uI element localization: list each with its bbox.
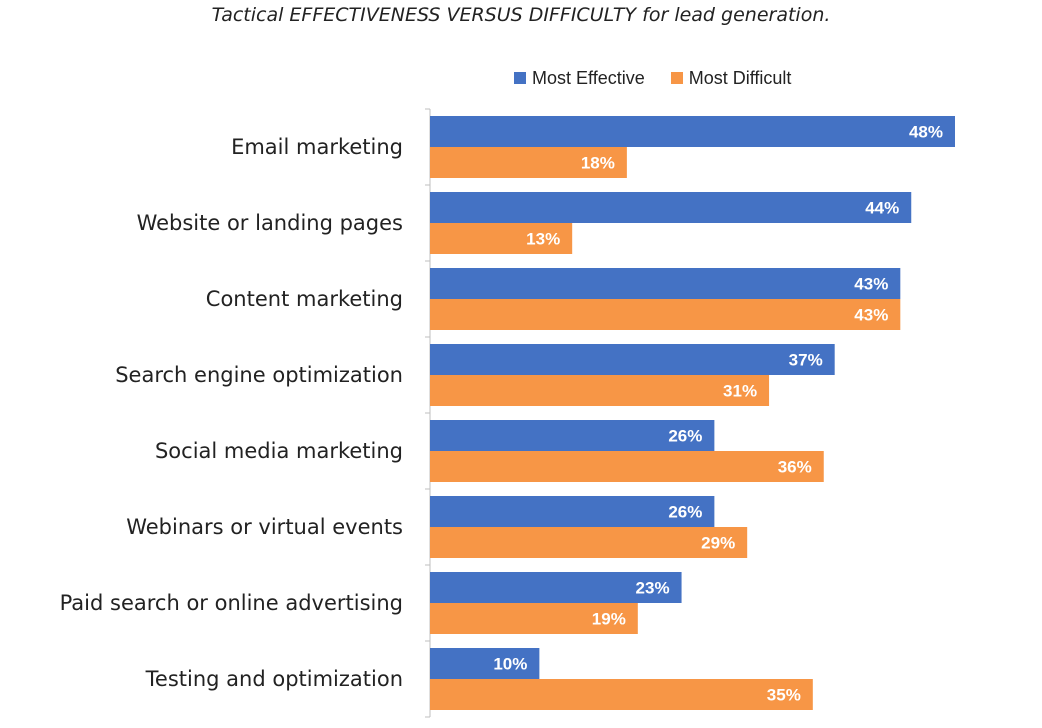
data-label: 43%	[854, 306, 888, 325]
data-label: 18%	[581, 154, 615, 173]
data-label: 48%	[909, 123, 943, 142]
bar-most-difficult	[430, 451, 824, 482]
legend: Most Effective Most Difficult	[514, 66, 817, 90]
bar-most-effective	[430, 648, 540, 679]
bar-most-effective	[430, 344, 835, 375]
category-label: Testing and optimization	[145, 667, 403, 691]
bar-most-difficult	[430, 679, 813, 710]
category-label: Search engine optimization	[115, 363, 403, 387]
legend-label-difficult: Most Difficult	[688, 67, 792, 88]
data-label: 37%	[789, 351, 823, 370]
legend-item-difficult: Most Difficult	[670, 67, 792, 89]
bar-most-difficult	[430, 527, 748, 558]
data-label: 23%	[636, 579, 670, 598]
bar-most-difficult	[430, 299, 901, 330]
category-label: Email marketing	[231, 135, 403, 159]
bar-most-effective	[430, 268, 901, 299]
data-label: 36%	[778, 458, 812, 477]
bar-most-effective	[430, 420, 715, 451]
legend-swatch-effective	[514, 72, 526, 84]
category-label: Content marketing	[206, 287, 403, 311]
data-label: 35%	[767, 686, 801, 705]
bar-most-effective	[430, 496, 715, 527]
bar-most-effective	[430, 572, 682, 603]
data-label: 19%	[592, 610, 626, 629]
data-label: 13%	[526, 230, 560, 249]
bar-most-difficult	[430, 375, 770, 406]
data-label: 26%	[668, 427, 702, 446]
chart-title: Tactical EFFECTIVENESS VERSUS DIFFICULTY…	[211, 4, 831, 26]
bar-most-difficult	[430, 147, 627, 178]
bar-most-effective	[430, 116, 955, 147]
data-label: 26%	[668, 503, 702, 522]
category-label: Website or landing pages	[137, 211, 403, 235]
data-label: 29%	[701, 534, 735, 553]
data-label: 43%	[854, 275, 888, 294]
category-label: Social media marketing	[155, 439, 403, 463]
category-label: Webinars or virtual events	[126, 515, 403, 539]
data-label: 10%	[493, 655, 527, 674]
legend-label-effective: Most Effective	[532, 67, 645, 88]
bar-most-difficult	[430, 223, 573, 254]
bar-most-effective	[430, 192, 912, 223]
data-label: 44%	[865, 199, 899, 218]
data-label: 31%	[723, 382, 757, 401]
legend-swatch-difficult	[670, 72, 683, 84]
bar-most-difficult	[430, 603, 638, 634]
category-label: Paid search or online advertising	[60, 591, 403, 615]
legend-item-effective: Most Effective	[514, 68, 645, 89]
